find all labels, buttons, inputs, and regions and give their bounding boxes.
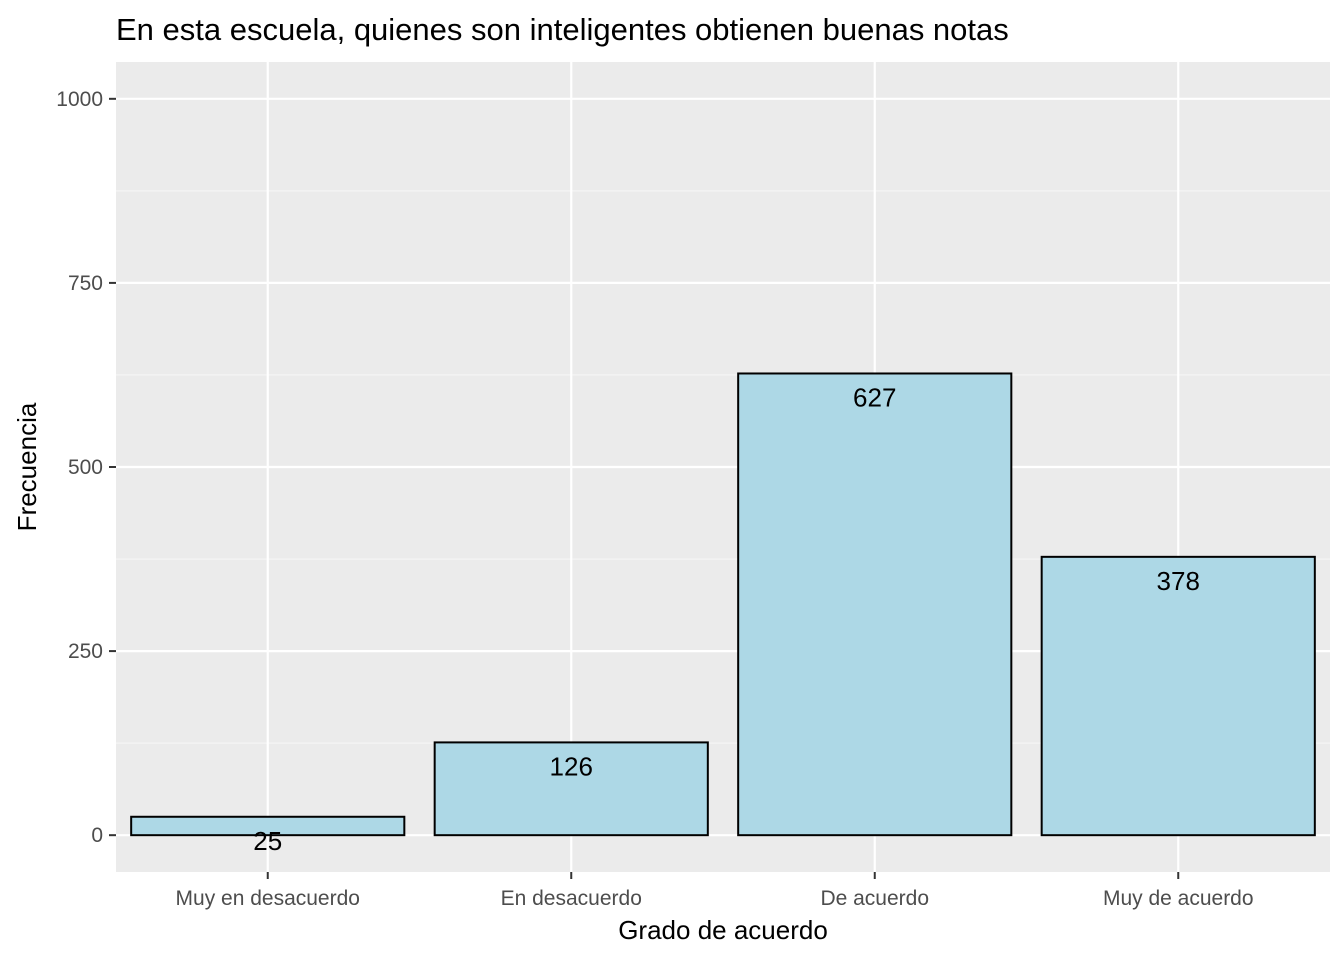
x-tick-label: En desacuerdo <box>501 887 642 910</box>
bar <box>737 372 1013 837</box>
data-labels: 25 126 627 378 <box>253 382 1200 855</box>
y-tick-label: 750 <box>68 272 103 295</box>
y-tick-label: 500 <box>68 456 103 479</box>
y-tick-label: 0 <box>91 824 103 847</box>
y-tick-label: 1000 <box>56 88 103 111</box>
x-tick-label: Muy en desacuerdo <box>176 887 360 910</box>
y-tick-label: 250 <box>68 640 103 663</box>
bar <box>1040 555 1316 837</box>
chart-title: En esta escuela, quienes son inteligente… <box>116 12 1009 47</box>
bar <box>433 741 709 837</box>
x-tick-label: De acuerdo <box>820 887 929 910</box>
data-label: 378 <box>1157 566 1200 596</box>
data-label: 627 <box>853 382 896 412</box>
gridlines <box>116 62 1330 872</box>
x-axis-title: Grado de acuerdo <box>618 915 828 945</box>
y-axis: 0 250 500 750 1000 <box>56 88 116 847</box>
data-label: 25 <box>253 826 282 856</box>
data-label: 126 <box>550 751 593 781</box>
bars <box>130 372 1316 837</box>
x-tick-label: Muy de acuerdo <box>1103 887 1254 910</box>
x-axis: Muy en desacuerdo En desacuerdo De acuerdo… <box>176 872 1254 910</box>
y-axis-title: Frecuencia <box>12 402 42 531</box>
bar <box>130 815 406 837</box>
